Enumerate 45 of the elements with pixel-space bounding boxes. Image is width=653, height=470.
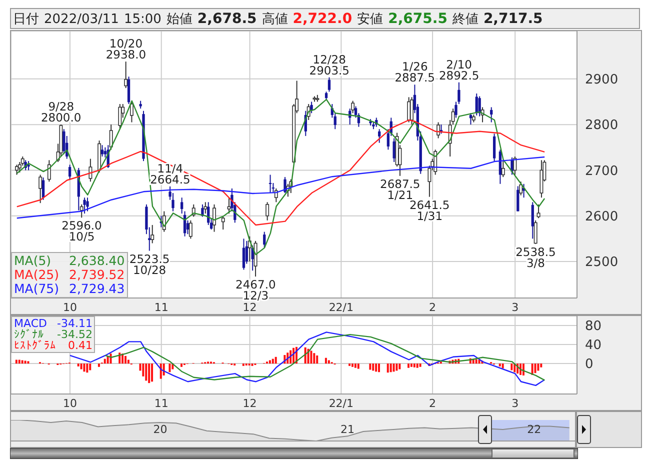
x-tick-label: 21 <box>340 423 354 436</box>
annotation: 2596.0 10/5 <box>62 218 102 244</box>
x-tick-label: 11 <box>154 300 168 314</box>
x-tick-label: 10 <box>62 300 77 314</box>
annotation: 12/28 2903.5 <box>309 52 350 78</box>
annotation: 2,638.40 <box>69 253 125 268</box>
text: MACD <box>14 317 47 330</box>
x-tick-label: 12 <box>242 300 257 314</box>
x-tick-label: 22/1 <box>328 300 354 314</box>
annotation: 2/10 2892.5 <box>438 57 480 82</box>
annotation: 2538.5 3/8 <box>516 244 556 270</box>
text: MA(5) <box>14 253 52 268</box>
x-tick-label: 3 <box>512 300 519 314</box>
annotation: 0.41 <box>68 339 92 352</box>
y-tick-label: 0 <box>585 357 594 372</box>
y-tick-label: 2600 <box>585 209 618 224</box>
y-tick-label: 2900 <box>585 72 618 88</box>
chart-title: 日付 2022/03/11 15:00 始値 2,678.5 高値 2,722.0 安値 2,675.5 終値 2,717.5 <box>13 11 543 27</box>
series-label: ﾋｽﾄｸﾞﾗﾑ <box>14 339 56 352</box>
annotation: 10/20 2938.0 <box>106 36 146 62</box>
annotation: 2523.5 10/28 <box>129 252 170 277</box>
x-tick-label: 2 <box>429 300 436 314</box>
annotation: -34.11 <box>56 317 92 330</box>
x-tick-label: 10 <box>62 396 77 410</box>
y-tick-label: 80 <box>585 319 602 334</box>
annotation: 2,729.43 <box>69 281 125 296</box>
x-tick-label: 22/1 <box>328 396 354 410</box>
x-tick-label: 2 <box>429 396 436 410</box>
text: MA(75) <box>14 281 59 296</box>
annotation: 2,739.52 <box>69 267 125 282</box>
annotation: 2467.0 12/3 <box>236 278 276 303</box>
y-tick-label: 2500 <box>585 255 618 270</box>
text: ｼｸﾞﾅﾙ <box>14 328 44 341</box>
x-tick-label: 3 <box>512 396 519 410</box>
x-tick-label: 12 <box>242 396 257 410</box>
x-tick-label: 20 <box>153 423 168 436</box>
text: MA(25) <box>14 267 59 282</box>
annotation: 9/28 2800.0 <box>40 100 82 125</box>
y-tick-label: 2700 <box>585 164 618 179</box>
y-tick-label: 40 <box>585 338 602 354</box>
annotation: 1/26 2887.5 <box>394 60 435 85</box>
x-tick-label: 22 <box>527 423 542 436</box>
y-tick-label: 2800 <box>585 118 618 134</box>
annotation: -34.52 <box>56 328 92 341</box>
x-tick-label: 11 <box>154 396 168 410</box>
